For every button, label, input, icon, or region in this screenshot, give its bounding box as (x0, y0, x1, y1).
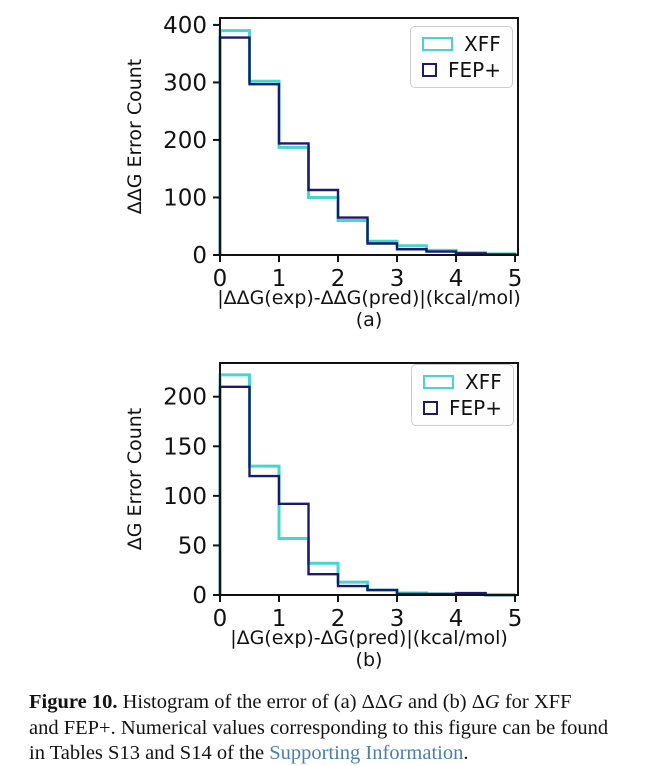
xff-swatch-icon (423, 375, 454, 389)
panel-a-chart: 0 1 2 3 4 5 0 100 200 300 400 |ΔΔG(exp)-ΔΔG(pred)|(… (124, 13, 523, 331)
plot-border (219, 362, 519, 596)
x-tick-label: 3 (390, 266, 405, 292)
y-tick-label: 400 (163, 13, 207, 39)
x-tick-label: 0 (213, 266, 228, 292)
legend-label-xff: XFF (465, 370, 502, 394)
x-tick-label: 0 (213, 606, 228, 632)
histogram-outline-fep (218, 36, 517, 256)
caption-figure-label: Figure 10. (29, 691, 118, 713)
x-axis-label: |ΔG(exp)-ΔG(pred)|(kcal/mol) (230, 627, 508, 649)
y-tick-label: 300 (163, 70, 207, 96)
caption-math-g: G (484, 691, 500, 713)
y-axis-label: ΔG Error Count (124, 408, 146, 551)
x-tick-label: 4 (449, 266, 464, 292)
y-tick-label: 0 (192, 243, 207, 269)
x-axis-label: |ΔΔG(exp)-ΔΔG(pred)|(kcal/mol) (217, 287, 521, 309)
legend-label-fep: FEP+ (448, 58, 501, 82)
x-tick-label: 3 (390, 606, 405, 632)
legend-label-xff: XFF (464, 32, 501, 56)
y-tick-label: 150 (163, 434, 207, 460)
figure-caption: Figure 10. Histogram of the error of (a)… (29, 690, 635, 766)
caption-text: Histogram of the error of (a) ΔΔ (117, 691, 389, 713)
legend-panel-b: XFF FEP+ (411, 364, 514, 426)
x-tick-label: 2 (331, 606, 346, 632)
legend-panel-a: XFF FEP+ (410, 26, 513, 88)
panel-b-chart: 0 1 2 3 4 5050100150200|ΔG(exp)-ΔG(pred)|(kca… (124, 362, 523, 671)
caption-text: . (463, 742, 469, 764)
xff-swatch-icon (422, 37, 453, 51)
x-tick-label: 4 (449, 606, 464, 632)
y-tick-label: 200 (163, 128, 207, 154)
fep-swatch-icon (423, 401, 439, 415)
y-tick-label: 0 (192, 583, 207, 609)
legend-item-fep: FEP+ (422, 60, 501, 80)
caption-text: and FEP+. Numerical values corresponding… (29, 716, 609, 739)
x-tick-label: 5 (508, 266, 523, 292)
x-tick-label: 1 (272, 266, 287, 292)
caption-text: for XFF (499, 691, 572, 713)
y-tick-label: 100 (163, 185, 207, 211)
legend-item-xff: XFF (423, 372, 502, 392)
panel-label: (b) (356, 649, 383, 671)
caption-math-g: G (388, 691, 403, 713)
legend-label-fep: FEP+ (449, 396, 502, 420)
fep-swatch-icon (422, 63, 438, 77)
panel-label: (a) (356, 309, 382, 331)
x-tick-label: 5 (508, 606, 523, 632)
legend-item-fep: FEP+ (423, 398, 502, 418)
legend-item-xff: XFF (422, 34, 501, 54)
supporting-information-link[interactable]: Supporting Information (269, 742, 464, 764)
y-axis-label: ΔΔG Error Count (124, 59, 146, 215)
caption-text: and (b) Δ (402, 691, 485, 713)
histogram-outline-fep (218, 385, 516, 597)
x-tick-label: 1 (272, 606, 287, 632)
y-tick-label: 200 (163, 385, 207, 411)
plot-border (219, 17, 519, 256)
y-tick-label: 50 (178, 533, 207, 559)
y-tick-label: 100 (163, 484, 207, 510)
caption-text: in Tables S13 and S14 of the (29, 742, 270, 764)
x-tick-label: 2 (331, 266, 346, 292)
